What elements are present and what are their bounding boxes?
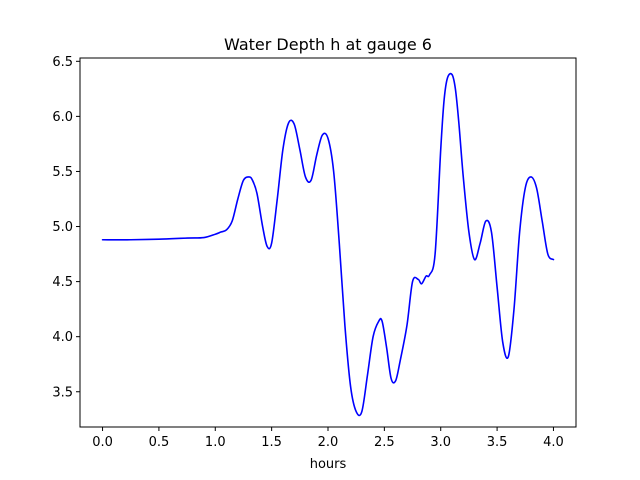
y-tick-label: 6.5 [52,55,73,70]
y-tick-label: 4.0 [52,330,73,345]
x-tick-label: 1.0 [205,435,226,450]
chart-title: Water Depth h at gauge 6 [224,35,432,54]
x-tick-label: 3.0 [430,435,451,450]
x-tick-label: 1.5 [261,435,282,450]
y-tick-label: 4.5 [52,275,73,290]
y-tick-label: 6.0 [52,110,73,125]
x-tick-label: 0.5 [149,435,170,450]
series-line-0 [101,72,555,417]
x-tick-label: 3.5 [487,435,508,450]
series-layer [101,72,555,417]
y-tick-label: 5.0 [52,220,73,235]
x-tick-label: 0.0 [92,435,113,450]
y-tick-label: 3.5 [52,385,73,400]
y-axis: 3.5 4.0 4.5 5.0 5.5 6.0 6.5 [52,55,80,400]
x-tick-label: 4.0 [543,435,564,450]
y-tick-label: 5.5 [52,165,73,180]
x-tick-label: 2.5 [374,435,395,450]
x-axis-label: hours [310,457,347,472]
x-tick-label: 2.0 [318,435,339,450]
x-axis: 0.0 0.5 1.0 1.5 2.0 2.5 3.0 3.5 4.0 [92,427,564,450]
